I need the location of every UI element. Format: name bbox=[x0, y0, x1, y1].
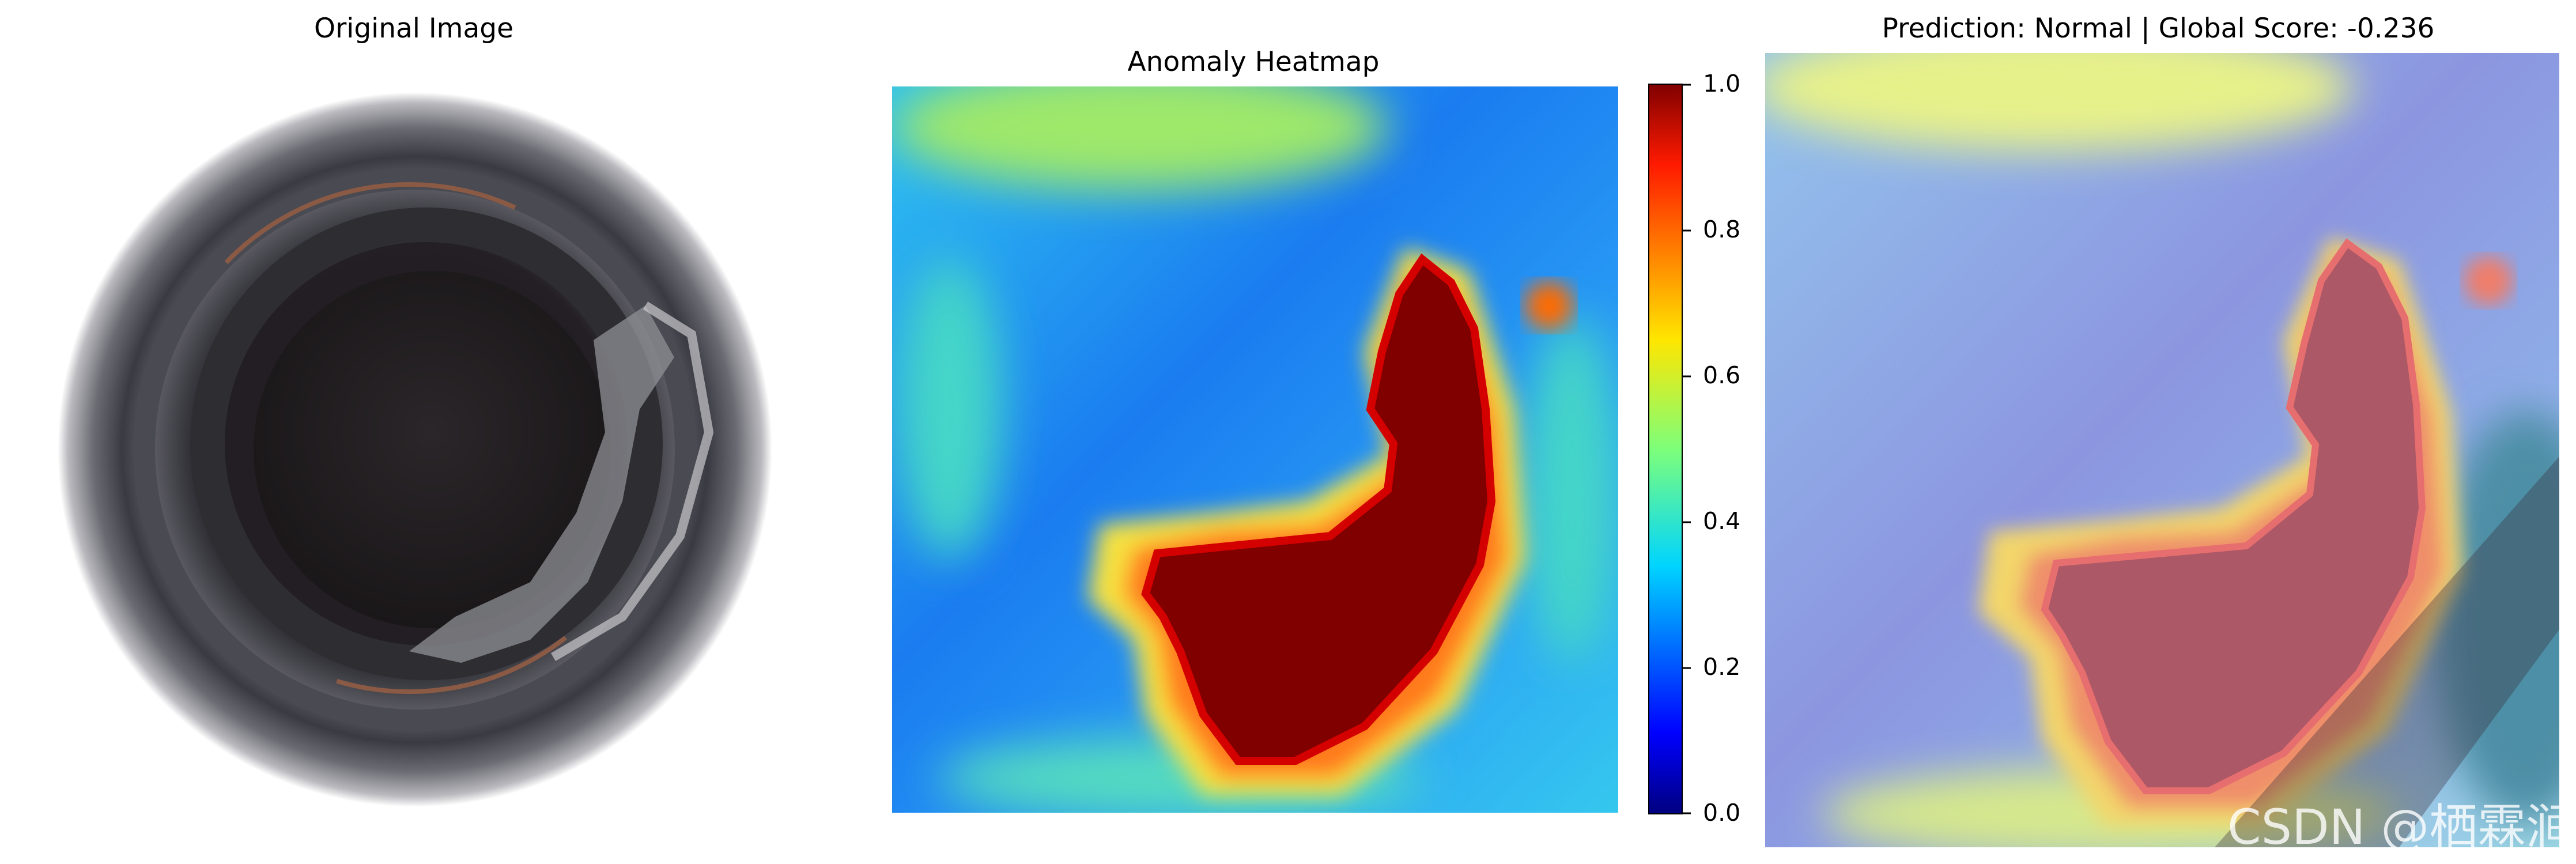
overlay-top-band bbox=[1765, 53, 2353, 151]
colorbar-tick-0-8: 0.8 bbox=[1703, 216, 1741, 243]
colorbar bbox=[1648, 84, 1683, 814]
bottle-hole bbox=[254, 271, 611, 628]
colorbar-tick-0-4: 0.4 bbox=[1703, 507, 1741, 535]
heatmap-hot-region bbox=[1141, 253, 1496, 765]
colorbar-ticks bbox=[1683, 84, 1691, 814]
colorbar-tick-0-6: 0.6 bbox=[1703, 361, 1741, 389]
overlay-hot-region bbox=[2041, 238, 2426, 794]
original-image bbox=[58, 92, 772, 807]
bottle-ring bbox=[133, 168, 697, 731]
heatmap-title: Anomaly Heatmap bbox=[1127, 46, 1380, 78]
colorbar-gradient bbox=[1648, 84, 1683, 814]
colorbar-tick-0-2: 0.2 bbox=[1703, 653, 1741, 681]
overlay-hot-spot bbox=[2464, 256, 2513, 305]
overlay-image bbox=[1765, 53, 2559, 847]
watermark: CSDN @栖霖涧 bbox=[2227, 799, 2575, 855]
bottle-crack bbox=[409, 305, 674, 663]
colorbar-tick-0-0: 0.0 bbox=[1703, 799, 1741, 827]
original-image-title: Original Image bbox=[313, 13, 514, 44]
bottle-inner-ring bbox=[190, 207, 663, 680]
overlay-dark-diagonal bbox=[2215, 456, 2559, 847]
heatmap-blob-left bbox=[898, 259, 1002, 559]
bottle-crack-edge bbox=[550, 301, 714, 661]
colorbar-tick-1-0: 1.0 bbox=[1703, 70, 1741, 97]
overlay-title: Prediction: Normal | Global Score: -0.23… bbox=[1882, 13, 2435, 44]
heatmap-plot bbox=[892, 86, 1618, 813]
bottle-ring-rust bbox=[153, 182, 665, 694]
overlay-right-dark bbox=[2434, 410, 2559, 825]
heatmap-hot-spot bbox=[1525, 281, 1573, 330]
heatmap-blob-top bbox=[892, 86, 1388, 190]
heatmap-blob-right bbox=[1526, 317, 1618, 663]
